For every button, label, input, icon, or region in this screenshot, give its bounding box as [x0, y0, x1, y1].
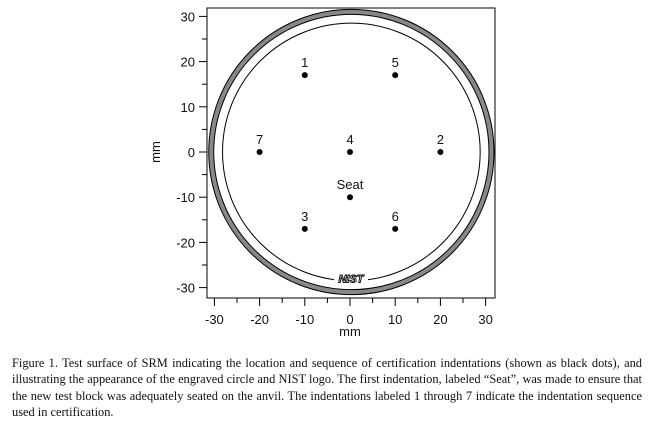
- y-tick-label: -10: [176, 190, 195, 205]
- indentation-label: 1: [301, 55, 308, 70]
- indentation-label: 2: [437, 132, 444, 147]
- indentation-point: [256, 149, 263, 155]
- y-tick-label: -30: [176, 281, 195, 296]
- x-tick-label: -10: [295, 312, 314, 327]
- indentation-label: 5: [392, 55, 399, 70]
- indentation-point: [392, 225, 399, 232]
- indentation-label: 3: [301, 209, 308, 224]
- engraved-circles: [208, 8, 495, 296]
- svg-text:NIST: NIST: [338, 274, 364, 286]
- indentation-label: Seat: [337, 177, 364, 192]
- y-tick-label: 0: [188, 145, 195, 160]
- y-tick-label: 10: [181, 100, 195, 115]
- indentation-point: [301, 225, 308, 232]
- indentation-points: 1 5 7 4 2 Seat 3 6: [256, 55, 444, 232]
- axis-ticks: -30 -20 -10 0 10 20 30 -30 -20 -10 0 10 20 30: [176, 9, 493, 327]
- indentation-point: [392, 72, 399, 79]
- x-tick-label: -20: [250, 312, 269, 327]
- nist-logo: NIST: [334, 272, 368, 286]
- figure-plot: -30 -20 -10 0 10 20 30 -30 -20 -10 0 10 20 30 1 5 7 4 2 Se…: [148, 7, 496, 339]
- indentation-point: [347, 149, 353, 155]
- x-tick-label: -30: [205, 312, 224, 327]
- indentation-point: [347, 194, 353, 201]
- indentation-label: 4: [346, 132, 353, 147]
- x-tick-label: 30: [478, 312, 492, 327]
- y-axis-label: mm: [148, 141, 163, 163]
- indentation-label: 7: [256, 132, 263, 147]
- y-tick-label: -20: [176, 235, 195, 250]
- x-tick-label: 20: [433, 312, 447, 327]
- indentation-point: [301, 72, 308, 79]
- y-tick-label: 20: [181, 55, 195, 70]
- indentation-point: [437, 149, 444, 155]
- figure-caption: Figure 1. Test surface of SRM indicating…: [12, 356, 642, 419]
- y-tick-label: 30: [181, 9, 195, 24]
- indentation-label: 6: [392, 209, 399, 224]
- x-axis-label: mm: [339, 324, 361, 339]
- engraved-band: [209, 9, 494, 295]
- x-tick-label: 0: [346, 312, 353, 327]
- plot-frame: [206, 7, 496, 299]
- x-tick-label: 10: [388, 312, 402, 327]
